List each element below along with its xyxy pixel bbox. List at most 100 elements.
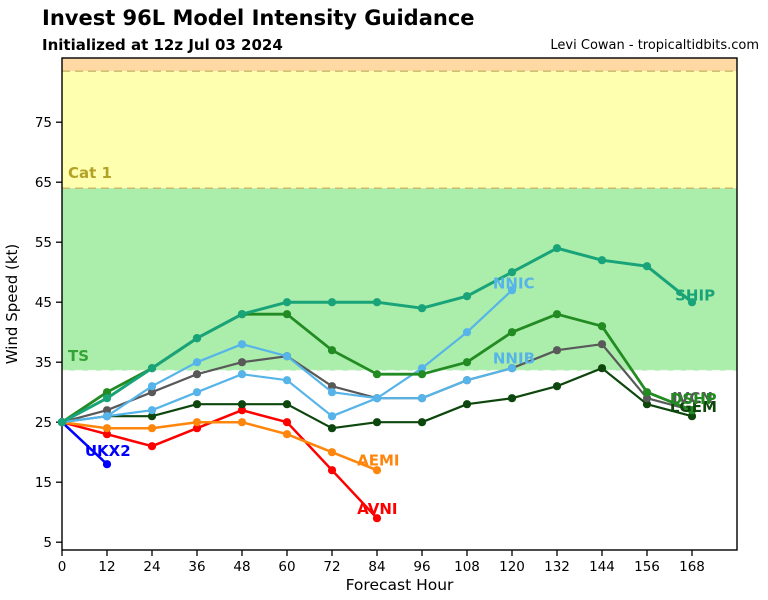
series-NNIC-marker [102,412,112,421]
series-IVCN-label: IVCN [672,389,713,407]
series-AEMI-marker [372,466,382,475]
series-NNIB-label: NNIB [493,349,535,367]
series-AEMI-marker [147,424,157,433]
series-LGEM-label: LGEM [670,398,717,416]
cat2-band [62,58,737,72]
series-SHIP-marker [687,298,697,307]
series-AVNI-marker [327,466,337,475]
series-DSHP-marker [102,388,112,397]
x-tick-label: 144 [589,559,615,575]
series-NNIB-marker [462,376,472,385]
series-AEMI-marker [102,424,112,433]
series-DSHP-marker [642,388,652,397]
series-SHIP-marker [462,292,472,301]
series-SHIP-marker [282,298,292,307]
series-IVCN-marker [147,388,157,397]
series-AVNI-marker [147,442,157,451]
y-axis-label: Wind Speed (kt) [3,244,21,365]
series-NNIB-marker [507,364,517,373]
series-LGEM-marker [507,394,517,403]
series-AEMI-marker [237,418,247,427]
series-LGEM-marker [462,400,472,409]
series-LGEM-marker [552,382,562,391]
series-AVNI-marker [102,430,112,439]
series-NNIB-marker [237,370,247,379]
series-NNIB-marker [282,376,292,385]
series-DSHP-marker [282,310,292,319]
series-AEMI-marker [192,418,202,427]
x-tick-label: 120 [499,559,525,575]
series-SHIP-marker [237,310,247,319]
series-AEMI-line [60,420,379,472]
series-AEMI-marker [282,430,292,439]
series-NNIC-marker [462,328,472,337]
series-NNIC-marker [507,286,517,295]
x-tick-label: 96 [413,559,430,575]
series-NNIC-label: NNIC [493,274,535,292]
series-NNIB-marker [327,412,337,421]
series-LGEM-marker [417,418,427,427]
cat1-band [62,71,737,189]
series-LGEM-marker [147,412,157,421]
series-NNIC-marker [147,382,157,391]
x-tick-label: 84 [368,559,385,575]
series-SHIP-marker [552,244,562,253]
x-tick-label: 12 [98,559,115,575]
chart-subtitle: Initialized at 12z Jul 03 2024 [42,36,283,54]
series-SHIP-marker [147,364,157,373]
series-SHIP-label: SHIP [675,286,715,304]
series-IVCN-marker [237,358,247,367]
series-UKX2-marker [102,460,112,469]
series-NNIC-marker [372,394,382,403]
series-NNIC-marker [237,340,247,349]
series-UKX2-label: UKX2 [85,442,131,460]
series-SHIP-marker [417,304,427,313]
series-IVCN-marker [642,394,652,403]
series-SHIP-marker [372,298,382,307]
series-DSHP-marker [687,406,697,415]
x-tick-label: 132 [544,559,570,575]
series-IVCN-marker [552,346,562,355]
series-SHIP-marker [597,256,607,265]
plot-border [61,57,738,551]
series-IVCN-marker [597,340,607,349]
series-DSHP-marker [417,370,427,379]
series-IVCN-marker [327,382,337,391]
series-DSHP-marker [552,310,562,319]
series-AVNI-marker [192,424,202,433]
series-IVCN-marker [102,406,112,415]
x-tick-label: 72 [323,559,340,575]
series-SHIP-marker [192,334,202,343]
series-DSHP-marker [597,322,607,331]
series-LGEM-marker [372,418,382,427]
x-axis-label: Forecast Hour [346,576,454,594]
y-tick-label: 5 [43,535,52,551]
series-SHIP-marker [642,262,652,271]
series-LGEM-marker [642,400,652,409]
series-AEMI-marker [327,448,337,457]
series-LGEM-marker [282,400,292,409]
series-SHIP-marker [507,268,517,277]
series-SHIP-marker [102,394,112,403]
series-LGEM-marker [597,364,607,373]
series-UKX2-line [60,420,109,466]
y-tick-label: 45 [35,295,52,311]
zone-label-ts: TS [68,347,89,365]
x-tick-label: 24 [143,559,160,575]
y-tick-label: 25 [35,415,52,431]
series-NNIC-marker [192,358,202,367]
series-NNIB-marker [417,394,427,403]
x-tick-label: 156 [634,559,660,575]
x-tick-label: 108 [454,559,480,575]
chart-title: Invest 96L Model Intensity Guidance [42,6,475,30]
series-SHIP-marker [327,298,337,307]
series-AVNI-line [60,408,379,520]
series-LGEM-marker [192,400,202,409]
y-tick-label: 55 [35,235,52,251]
x-tick-label: 36 [188,559,205,575]
series-DSHP-marker [372,370,382,379]
x-tick-label: 60 [278,559,295,575]
series-SHIP-marker [57,418,67,427]
